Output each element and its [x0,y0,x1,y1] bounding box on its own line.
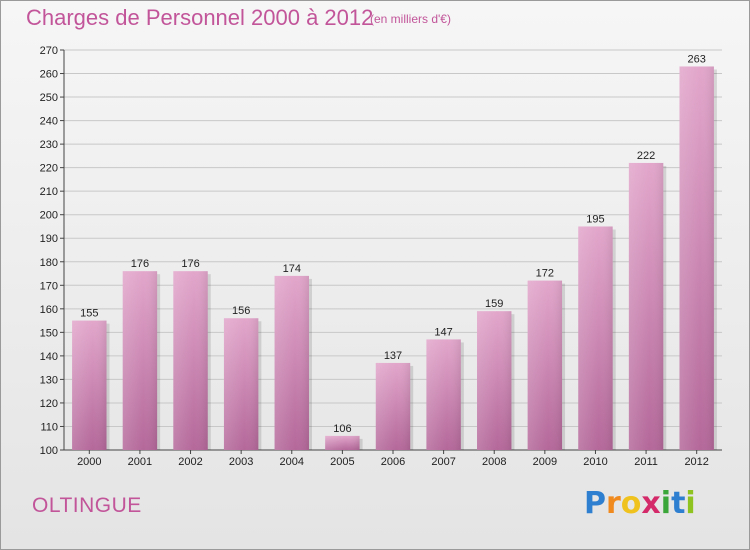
bar-value-label: 137 [384,350,402,362]
y-tick-label: 240 [40,116,58,128]
x-tick-label: 2009 [533,456,557,468]
y-tick-label: 110 [40,421,58,433]
chart-subtitle: (en milliers d'€) [370,12,451,26]
bar-value-label: 176 [131,258,149,270]
x-tick-label: 2003 [229,456,253,468]
label-layer: 2000 155 2001 176 2002 176 2003 156 2004 174 2005 1… [77,53,709,468]
bar-value-label: 263 [688,53,706,65]
x-tick-label: 2002 [178,456,202,468]
logo-letter: i [685,486,696,521]
bar-highlight [628,162,664,451]
bar-value-label: 159 [485,298,503,310]
y-tick-label: 130 [40,374,58,386]
y-tick-label: 200 [40,210,58,222]
bar-highlight [375,362,411,450]
x-tick-label: 2004 [280,456,304,468]
x-tick-label: 2006 [381,456,405,468]
bar-highlight [223,318,259,450]
logo-letter: r [606,486,621,521]
y-tick-label: 100 [40,445,58,457]
y-tick-label: 210 [40,186,58,198]
x-tick-label: 2007 [431,456,455,468]
y-tick-label: 230 [40,139,58,151]
x-tick-label: 2005 [330,456,354,468]
logo-letter: P [584,486,606,521]
y-tick-label: 140 [40,351,58,363]
x-tick-label: 2012 [684,456,708,468]
bar-highlight [477,311,512,450]
bar-value-label: 147 [434,326,452,338]
y-tick-label: 250 [40,92,58,104]
bar-highlight [274,275,309,450]
y-tick-label: 160 [40,304,58,316]
bar-value-label: 195 [586,213,604,225]
bar-highlight [173,271,208,450]
y-tick-label: 220 [40,163,58,175]
y-tick-label: 150 [40,327,58,339]
bar-value-label: 172 [536,268,554,280]
commune-name: OLTINGUE [32,494,142,517]
x-tick-label: 2011 [634,456,658,468]
chart-title: Charges de Personnel 2000 à 2012 [26,5,374,30]
bar-highlight [426,339,461,450]
logo-letter: x [641,486,661,521]
bar-value-label: 106 [333,423,351,435]
bar-highlight [122,271,158,450]
bar-layer [72,66,717,451]
x-tick-label: 2010 [583,456,607,468]
logo-letter: t [671,486,686,521]
bar-highlight [325,435,360,450]
y-tick-label: 170 [40,280,58,292]
proxiti-logo: Proxiti [584,486,696,521]
bar-value-label: 222 [637,150,655,162]
bar-value-label: 174 [283,263,301,275]
y-tick-label: 180 [40,257,58,269]
y-tick-label: 270 [40,45,58,57]
logo-letter: i [660,486,672,521]
y-tick-label: 120 [40,398,58,410]
y-tick-label: 190 [40,233,58,245]
bar-value-label: 176 [181,258,199,270]
y-tick-label: 260 [40,69,58,81]
bar-highlight [72,320,107,450]
x-tick-label: 2008 [482,456,506,468]
logo-letter: o [620,486,642,521]
bar-value-label: 155 [80,308,98,320]
bar-value-label: 156 [232,305,250,317]
bar-highlight [679,66,714,451]
bar-highlight [527,280,563,450]
x-tick-label: 2000 [77,456,101,468]
bar-highlight [578,226,613,450]
x-tick-label: 2001 [128,456,152,468]
